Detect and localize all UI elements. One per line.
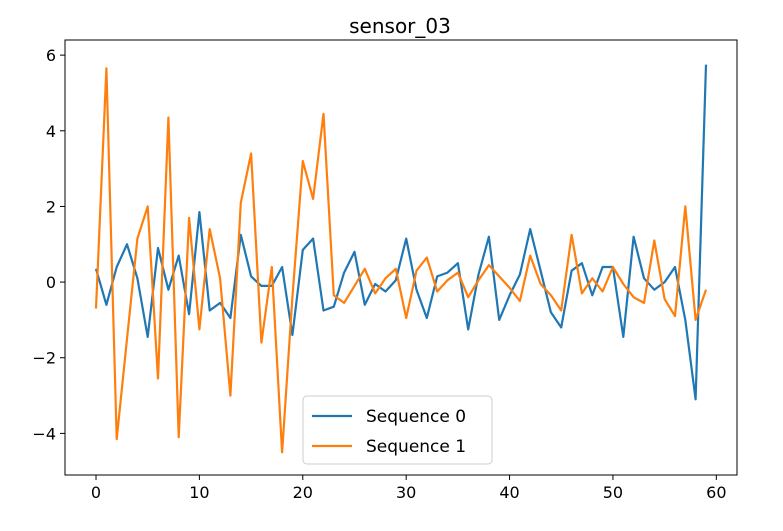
- x-tick-label: 30: [396, 483, 416, 502]
- plot-area: [94, 64, 708, 454]
- legend: Sequence 0 Sequence 1: [302, 395, 493, 465]
- legend-label: Sequence 0: [366, 407, 466, 427]
- plot-frame: [64, 39, 738, 476]
- x-tick-label: 10: [189, 483, 209, 502]
- x-tick-label: 40: [499, 483, 519, 502]
- series-line-sequence-0: [94, 64, 708, 401]
- x-tick-label: 60: [706, 483, 726, 502]
- x-tick-label: 0: [91, 483, 101, 502]
- y-tick-label: 0: [46, 273, 56, 292]
- y-tick-label: −2: [32, 349, 56, 368]
- chart-title: sensor_03: [349, 14, 451, 38]
- y-tick-label: 4: [46, 122, 56, 141]
- x-tick-label: 50: [603, 483, 623, 502]
- y-tick-label: 6: [46, 46, 56, 65]
- y-tick-label: 2: [46, 197, 56, 216]
- series-line-sequence-1: [94, 67, 708, 454]
- legend-label: Sequence 1: [366, 437, 466, 457]
- axis-ticks: 0 10 20 30 40 50 60 −4 −2 0 2 4 6: [32, 46, 726, 502]
- y-tick-label: −4: [32, 424, 56, 443]
- x-tick-label: 20: [293, 483, 313, 502]
